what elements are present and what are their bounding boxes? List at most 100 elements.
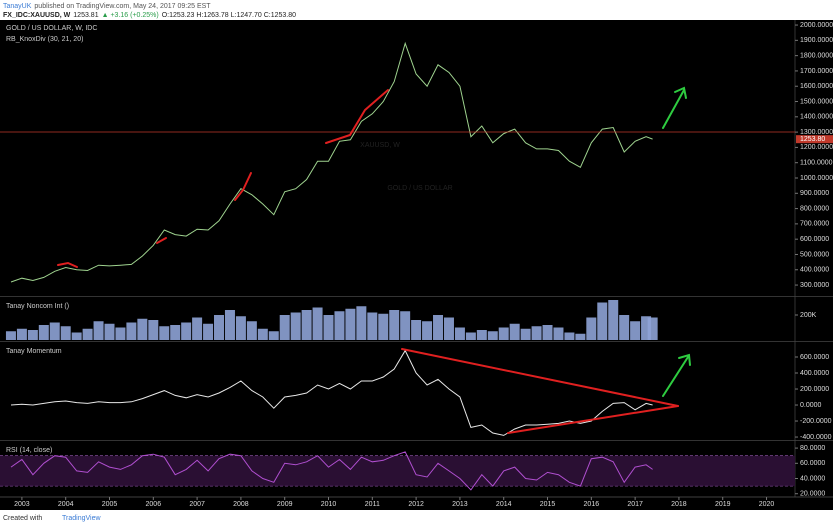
x-tick-label: 2018 <box>671 501 687 508</box>
y-tick-label: -400.0000 <box>800 434 832 441</box>
x-tick-label: 2005 <box>102 501 118 508</box>
bar <box>159 326 170 340</box>
bar <box>443 317 454 340</box>
arrow <box>662 89 685 129</box>
bar <box>630 321 641 340</box>
bar <box>93 321 104 340</box>
y-tick-label: 0.0000 <box>800 402 822 409</box>
series-line <box>10 349 653 436</box>
y-tick-label: 1900.0000 <box>800 37 833 44</box>
trend-mark <box>234 172 252 201</box>
bar <box>312 307 323 340</box>
y-tick-label: 2000.0000 <box>800 22 833 29</box>
bar <box>82 328 93 340</box>
bar <box>279 315 290 340</box>
arrow-head <box>674 86 687 99</box>
y-tick-label: 1100.0000 <box>800 160 833 167</box>
y-tick-label: 200.0000 <box>800 386 829 393</box>
bar <box>203 323 214 340</box>
bar <box>148 320 159 340</box>
y-tick-label: 1400.0000 <box>800 114 833 121</box>
bar <box>641 316 652 340</box>
x-tick-label: 2012 <box>408 501 424 508</box>
bar <box>542 325 553 340</box>
symbol: FX_IDC:XAUUSD, W <box>3 12 71 19</box>
x-tick-label: 2008 <box>233 501 249 508</box>
bar <box>454 327 465 340</box>
x-tick-label: 2004 <box>58 501 74 508</box>
x-tick-label: 2007 <box>189 501 205 508</box>
pane-title: Tanay Noncom Int () <box>6 303 69 310</box>
bar <box>137 318 148 340</box>
bar <box>268 331 279 340</box>
last-price-label: 1253.80 <box>800 136 825 143</box>
bar <box>257 328 268 340</box>
pane-title: Tanay Momentum <box>6 348 62 355</box>
y-tick-label: 200K <box>800 312 817 319</box>
bar <box>181 322 192 340</box>
trendline <box>401 348 679 407</box>
x-tick-label: 2014 <box>496 501 512 508</box>
footer-brand[interactable]: TradingView <box>62 515 101 522</box>
bar <box>367 312 378 340</box>
trendline <box>507 405 679 434</box>
bar <box>334 311 345 340</box>
x-tick-label: 2011 <box>365 501 380 508</box>
x-tick-label: 2006 <box>146 501 162 508</box>
y-tick-label: 600.0000 <box>800 236 829 243</box>
bar <box>235 316 246 340</box>
x-tick-label: 2015 <box>540 501 556 508</box>
arrow <box>662 356 689 397</box>
x-tick-label: 2016 <box>584 501 600 508</box>
y-tick-label: 1600.0000 <box>800 83 833 90</box>
bar <box>531 326 542 340</box>
arrow-head <box>678 353 691 366</box>
x-tick-label: 2017 <box>627 501 643 508</box>
y-tick-label: 1200.0000 <box>800 144 833 151</box>
y-tick-label: 1800.0000 <box>800 52 833 59</box>
y-tick-label: 40.0000 <box>800 475 825 482</box>
header-bg <box>0 0 833 20</box>
bar <box>290 312 301 340</box>
y-tick-label: 1500.0000 <box>800 98 833 105</box>
bar <box>378 313 389 340</box>
pane-title: RSI (14, close) <box>6 447 52 454</box>
bar <box>49 322 60 340</box>
y-tick-label: 20.0000 <box>800 491 825 498</box>
last: 1253.81 <box>73 12 98 19</box>
bar <box>498 327 509 340</box>
y-tick-label: 500.0000 <box>800 251 829 258</box>
bar <box>520 328 531 340</box>
bar <box>509 323 520 340</box>
bar <box>38 325 49 340</box>
bar <box>345 308 356 340</box>
bar <box>476 330 487 340</box>
y-tick-label: 80.0000 <box>800 445 825 452</box>
x-tick-label: 2013 <box>452 501 468 508</box>
series-line <box>10 41 653 283</box>
header-line1: TanayUK published on TradingView.com, May… <box>3 3 211 10</box>
ohlc: O:1253.23 H:1263.78 L:1247.70 C:1253.80 <box>162 12 296 19</box>
plot: 2003 2004 2005 2006 2007 2008 2009 2010 2011 2012… <box>0 20 833 508</box>
bar <box>597 302 608 340</box>
y-tick-label: 400.0000 <box>800 267 829 274</box>
drawings <box>0 86 796 434</box>
y-tick-label: 700.0000 <box>800 221 829 228</box>
x-tick-label: 2009 <box>277 501 293 508</box>
bar <box>564 332 575 340</box>
bar <box>411 320 422 340</box>
bar <box>224 310 235 340</box>
y-tick-label: 1000.0000 <box>800 175 833 182</box>
trend-mark <box>57 261 78 268</box>
bar <box>465 332 476 340</box>
watermark: XAUUSD, W <box>360 142 400 149</box>
y-tick-label: 300.0000 <box>800 282 829 289</box>
publisher[interactable]: TanayUK <box>3 3 32 10</box>
pane-title: GOLD / US DOLLAR, W, IDC <box>6 25 97 32</box>
header-line2: FX_IDC:XAUUSD, W 1253.81 ▲ +3.16 (+0.25%) O… <box>3 12 296 19</box>
bar <box>16 328 27 340</box>
change: ▲ +3.16 (+0.25%) <box>102 12 159 19</box>
bar <box>192 317 203 340</box>
y-tick-label: 600.0000 <box>800 354 829 361</box>
chart-bg <box>0 20 833 510</box>
